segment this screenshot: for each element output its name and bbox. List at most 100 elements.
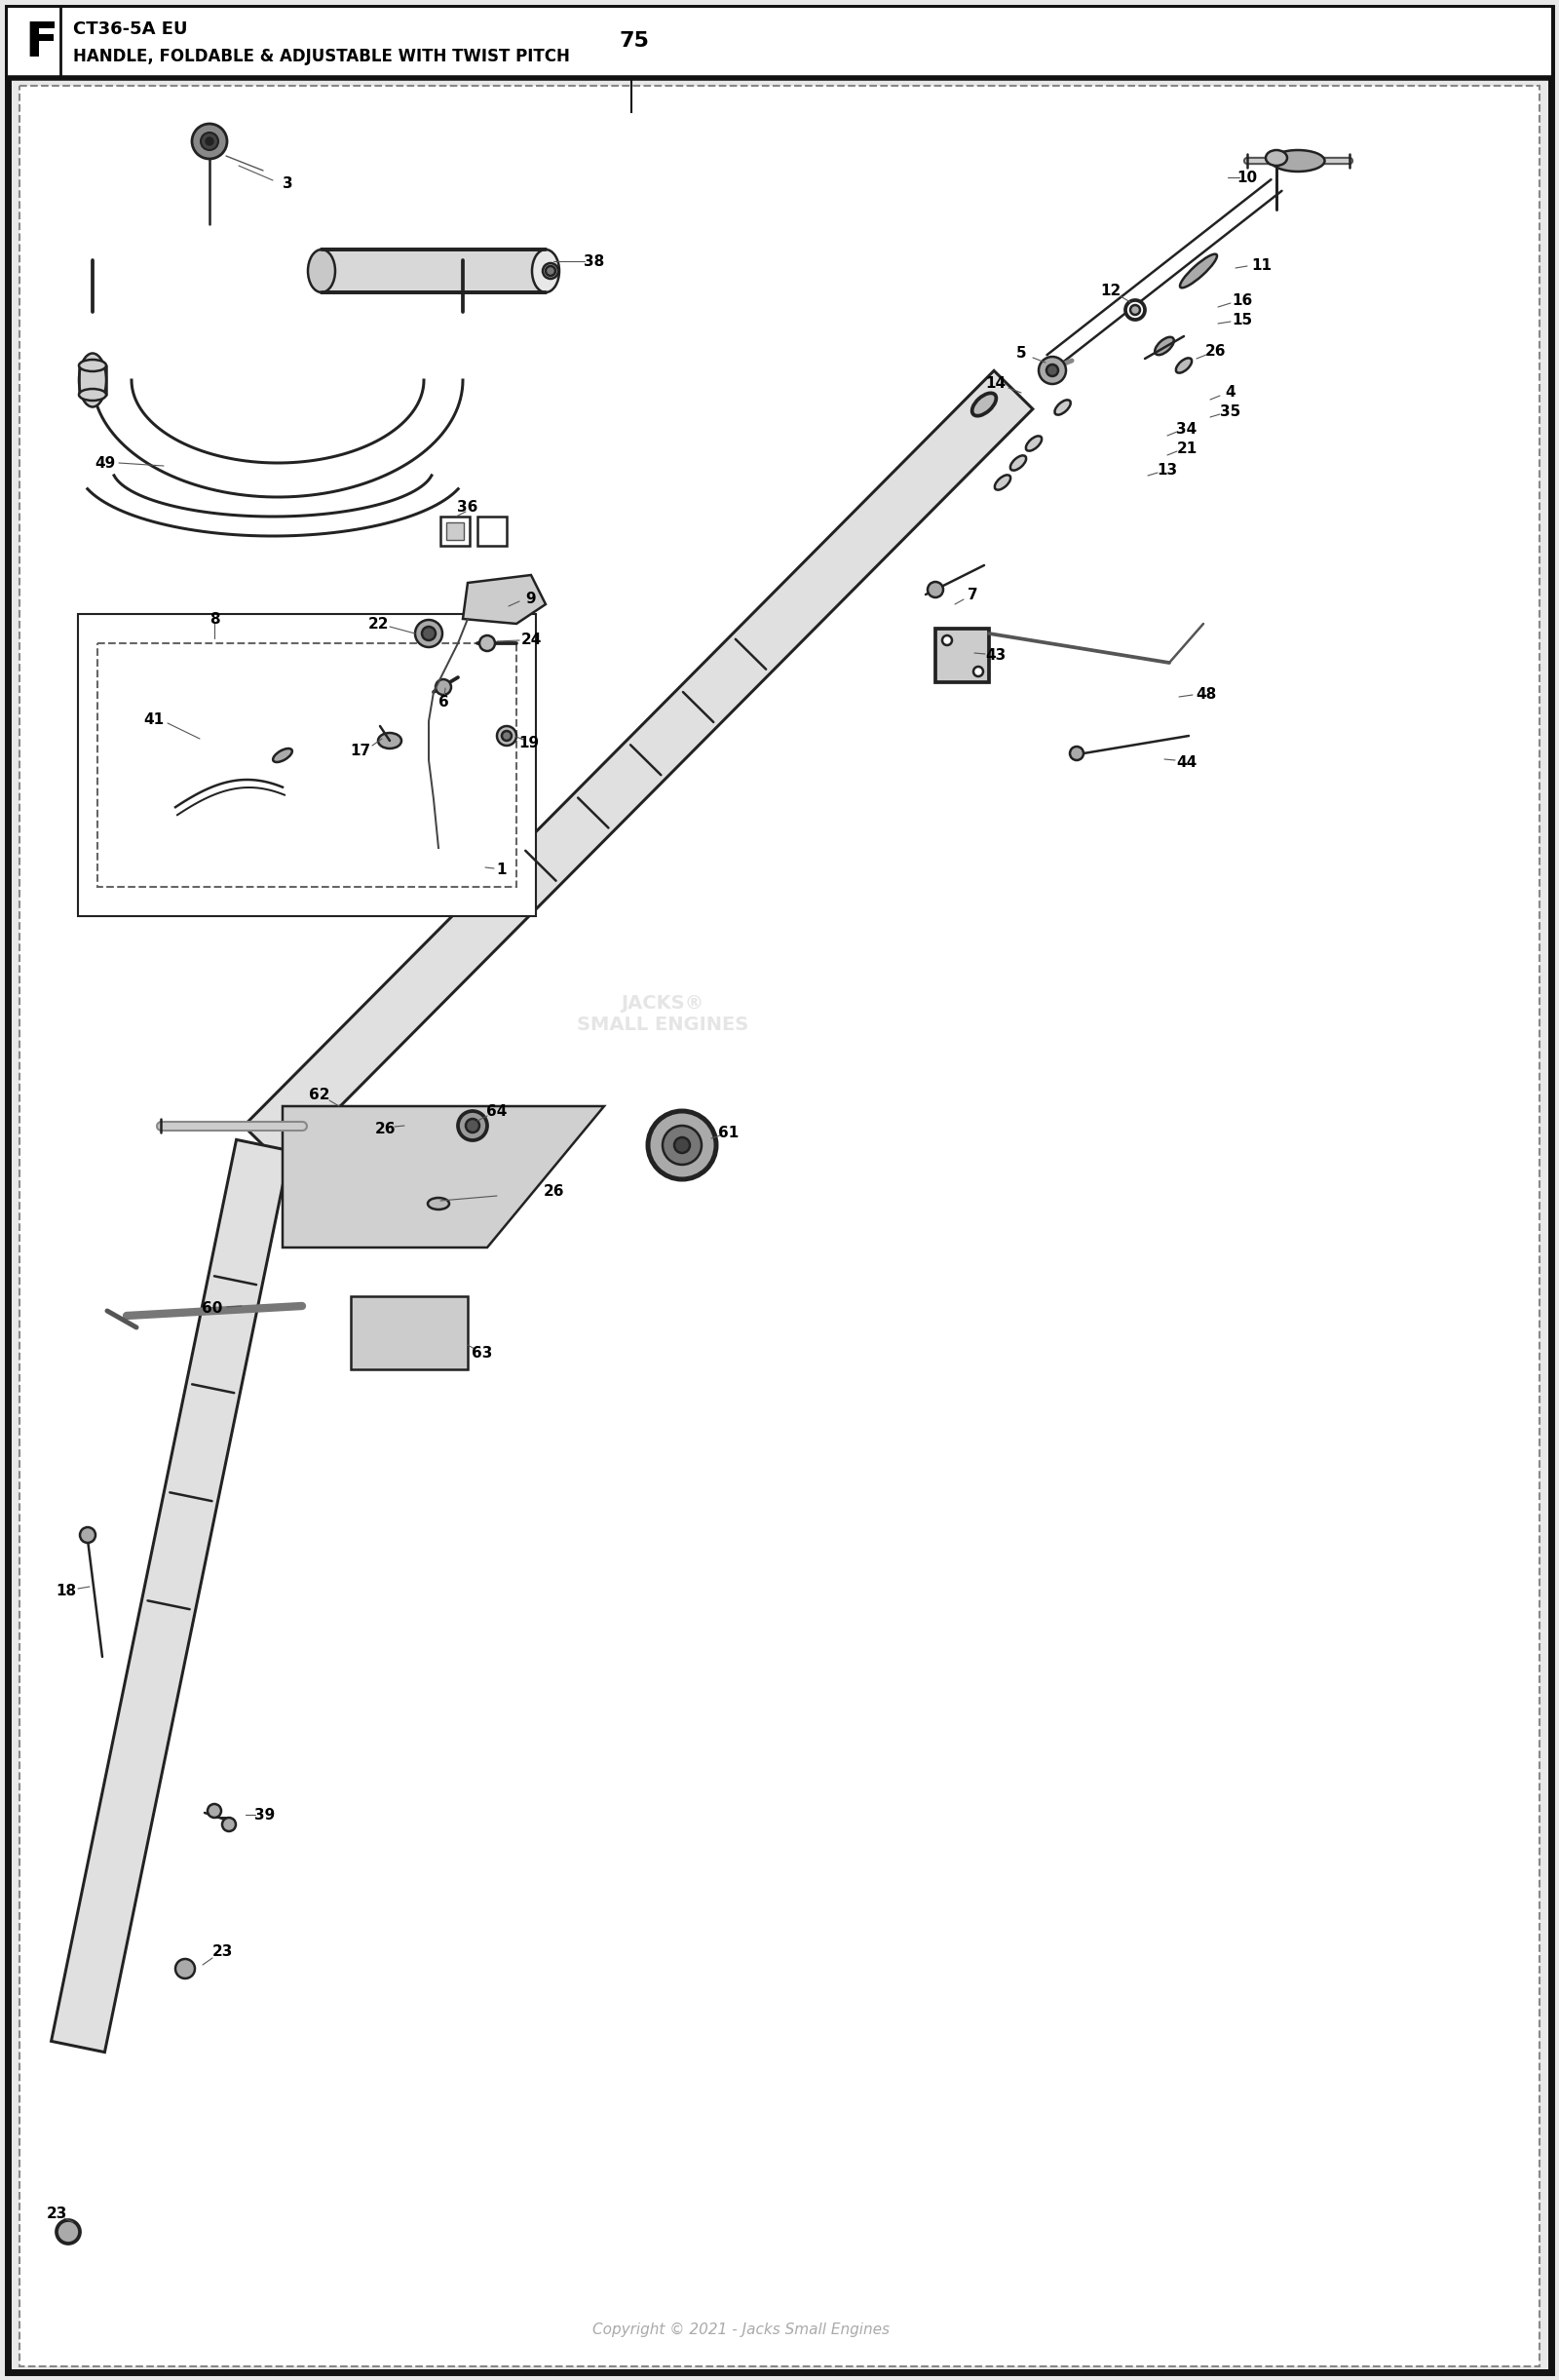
Circle shape xyxy=(458,1111,488,1140)
Text: 62: 62 xyxy=(309,1088,331,1102)
Text: 26: 26 xyxy=(1205,343,1227,357)
Text: F: F xyxy=(25,19,58,67)
Ellipse shape xyxy=(532,250,560,293)
Ellipse shape xyxy=(80,352,106,407)
Circle shape xyxy=(206,138,214,145)
Circle shape xyxy=(422,626,435,640)
Ellipse shape xyxy=(1266,150,1288,167)
Circle shape xyxy=(415,619,443,647)
Text: 11: 11 xyxy=(1252,257,1272,271)
Ellipse shape xyxy=(309,250,335,293)
Text: 14: 14 xyxy=(985,376,1006,390)
Text: 12: 12 xyxy=(1101,283,1121,298)
Polygon shape xyxy=(463,576,546,624)
FancyBboxPatch shape xyxy=(8,7,1551,79)
Circle shape xyxy=(466,1119,480,1133)
Ellipse shape xyxy=(1180,255,1218,288)
Text: JACKS®
SMALL ENGINES: JACKS® SMALL ENGINES xyxy=(577,992,748,1033)
Circle shape xyxy=(80,1528,95,1542)
Text: 48: 48 xyxy=(1196,685,1216,702)
FancyBboxPatch shape xyxy=(477,516,507,545)
Text: 16: 16 xyxy=(1232,293,1253,307)
Text: 1: 1 xyxy=(497,862,507,876)
Text: 21: 21 xyxy=(1177,440,1197,455)
Circle shape xyxy=(223,1818,235,1830)
Text: 61: 61 xyxy=(719,1126,739,1140)
Text: 34: 34 xyxy=(1177,421,1197,436)
Ellipse shape xyxy=(80,359,106,371)
Text: 60: 60 xyxy=(203,1299,223,1316)
Ellipse shape xyxy=(1155,338,1174,355)
FancyBboxPatch shape xyxy=(321,250,546,293)
Text: 36: 36 xyxy=(457,500,479,514)
Circle shape xyxy=(1069,747,1084,759)
Text: 6: 6 xyxy=(438,695,449,709)
Circle shape xyxy=(1126,300,1144,319)
Circle shape xyxy=(649,1111,716,1178)
Ellipse shape xyxy=(543,264,558,278)
Circle shape xyxy=(675,1138,691,1152)
Ellipse shape xyxy=(973,393,996,416)
Text: 63: 63 xyxy=(472,1345,493,1359)
Text: 75: 75 xyxy=(619,31,649,50)
Text: 10: 10 xyxy=(1236,169,1258,186)
Ellipse shape xyxy=(1055,400,1071,414)
Text: 4: 4 xyxy=(1225,386,1236,400)
Text: 43: 43 xyxy=(985,647,1006,662)
Circle shape xyxy=(942,635,953,645)
Text: 19: 19 xyxy=(519,735,539,750)
Ellipse shape xyxy=(546,267,555,276)
Text: Copyright © 2021 - Jacks Small Engines: Copyright © 2021 - Jacks Small Engines xyxy=(592,2323,889,2337)
Polygon shape xyxy=(243,371,1032,1164)
FancyBboxPatch shape xyxy=(441,516,469,545)
FancyBboxPatch shape xyxy=(935,628,988,683)
Ellipse shape xyxy=(1175,357,1191,374)
Text: 18: 18 xyxy=(56,1583,76,1597)
Circle shape xyxy=(663,1126,702,1164)
Text: 8: 8 xyxy=(209,612,220,626)
Circle shape xyxy=(192,124,228,159)
Text: 5: 5 xyxy=(1016,345,1026,359)
Circle shape xyxy=(1130,305,1140,314)
Circle shape xyxy=(56,2221,80,2244)
Ellipse shape xyxy=(273,747,292,762)
Circle shape xyxy=(497,726,516,745)
Text: 3: 3 xyxy=(282,176,293,190)
Circle shape xyxy=(207,1804,221,1818)
Text: 38: 38 xyxy=(585,255,605,269)
Circle shape xyxy=(176,1959,195,1978)
Text: 49: 49 xyxy=(95,455,115,471)
Text: HANDLE, FOLDABLE & ADJUSTABLE WITH TWIST PITCH: HANDLE, FOLDABLE & ADJUSTABLE WITH TWIST… xyxy=(73,48,571,64)
FancyBboxPatch shape xyxy=(98,643,516,888)
Ellipse shape xyxy=(1271,150,1325,171)
Circle shape xyxy=(201,133,218,150)
Text: 23: 23 xyxy=(47,2206,67,2221)
Text: CT36-5A EU: CT36-5A EU xyxy=(73,21,187,38)
Ellipse shape xyxy=(427,1197,449,1209)
Ellipse shape xyxy=(80,388,106,400)
Text: 41: 41 xyxy=(143,712,164,726)
Ellipse shape xyxy=(1010,455,1026,471)
Text: 13: 13 xyxy=(1157,462,1177,476)
FancyBboxPatch shape xyxy=(351,1297,468,1368)
Text: 64: 64 xyxy=(486,1104,507,1119)
Text: 15: 15 xyxy=(1232,312,1252,326)
Ellipse shape xyxy=(1026,436,1041,450)
Polygon shape xyxy=(51,1140,290,2052)
Circle shape xyxy=(480,635,496,652)
Circle shape xyxy=(928,581,943,597)
FancyBboxPatch shape xyxy=(8,7,1551,2373)
Text: 44: 44 xyxy=(1177,754,1197,769)
Text: 26: 26 xyxy=(543,1183,564,1197)
Polygon shape xyxy=(282,1107,605,1247)
Text: 35: 35 xyxy=(1221,405,1241,419)
Circle shape xyxy=(1038,357,1066,383)
Text: 24: 24 xyxy=(521,633,541,647)
Text: 26: 26 xyxy=(374,1121,396,1135)
Text: 22: 22 xyxy=(368,616,388,631)
FancyBboxPatch shape xyxy=(20,86,1540,2366)
Circle shape xyxy=(435,678,451,695)
Ellipse shape xyxy=(379,733,402,747)
Text: 7: 7 xyxy=(967,588,977,602)
FancyBboxPatch shape xyxy=(446,521,465,540)
